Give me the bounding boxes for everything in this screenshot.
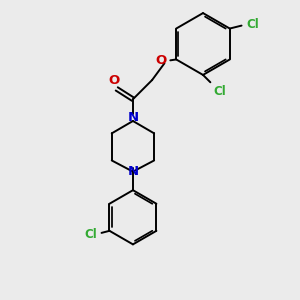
Text: N: N	[128, 165, 139, 178]
Text: Cl: Cl	[213, 85, 226, 98]
Text: N: N	[128, 111, 139, 124]
Text: O: O	[109, 74, 120, 87]
Text: O: O	[156, 54, 167, 68]
Text: Cl: Cl	[246, 18, 259, 31]
Text: Cl: Cl	[84, 228, 97, 241]
